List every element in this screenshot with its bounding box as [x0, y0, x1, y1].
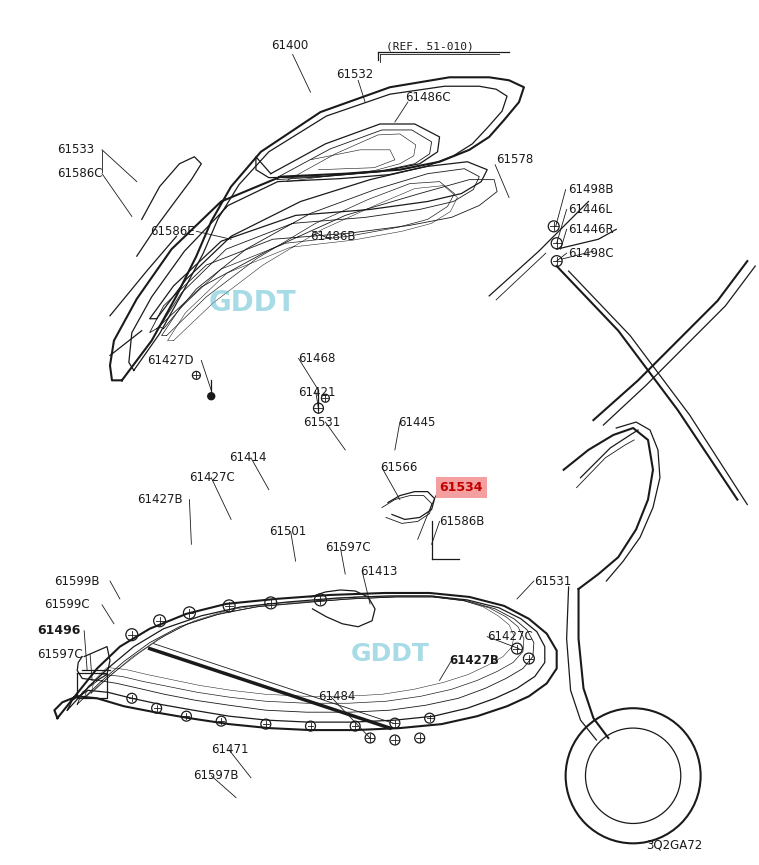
Text: 61586B: 61586B	[439, 515, 485, 528]
Text: 61400: 61400	[271, 39, 308, 52]
Circle shape	[208, 393, 215, 400]
Text: 61484: 61484	[319, 689, 356, 702]
Text: 61486C: 61486C	[405, 91, 450, 104]
Text: 61586E: 61586E	[150, 225, 194, 238]
Text: 61498B: 61498B	[568, 183, 614, 196]
Text: 61496: 61496	[37, 625, 81, 638]
Text: 61427B: 61427B	[137, 493, 182, 506]
Text: 61599B: 61599B	[55, 574, 100, 587]
Text: 61427C: 61427C	[487, 631, 533, 644]
Text: GDDT: GDDT	[209, 289, 297, 317]
Text: 61531: 61531	[534, 574, 571, 587]
Text: GDDT: GDDT	[351, 642, 430, 665]
Text: 61597C: 61597C	[326, 541, 371, 554]
Text: 61498C: 61498C	[568, 247, 614, 260]
Text: 3Q2GA72: 3Q2GA72	[646, 839, 702, 852]
Text: 61597B: 61597B	[194, 769, 239, 782]
Text: 61599C: 61599C	[45, 599, 90, 612]
Text: 61446R: 61446R	[568, 223, 614, 236]
Text: 61531: 61531	[304, 415, 341, 428]
Text: 61414: 61414	[229, 452, 266, 465]
Text: 61445: 61445	[398, 415, 435, 428]
Text: 61534: 61534	[439, 481, 483, 494]
Text: (REF. 51-010): (REF. 51-010)	[386, 42, 474, 52]
Text: 61486B: 61486B	[310, 230, 356, 243]
Text: 61586C: 61586C	[58, 167, 103, 180]
Text: 61578: 61578	[496, 153, 534, 166]
Text: 61471: 61471	[211, 743, 249, 757]
Text: 61533: 61533	[58, 144, 95, 157]
Text: 61566: 61566	[380, 461, 417, 474]
Text: 61427C: 61427C	[190, 471, 235, 484]
Text: 61427B: 61427B	[449, 654, 499, 667]
Text: 61446L: 61446L	[568, 203, 613, 216]
Text: 61597C: 61597C	[37, 648, 83, 661]
Text: 61532: 61532	[336, 67, 373, 80]
Text: 61427D: 61427D	[146, 354, 194, 367]
Text: 61501: 61501	[269, 525, 306, 538]
Text: 61468: 61468	[298, 352, 336, 365]
Text: 61421: 61421	[298, 386, 336, 399]
Text: 61413: 61413	[360, 565, 398, 578]
